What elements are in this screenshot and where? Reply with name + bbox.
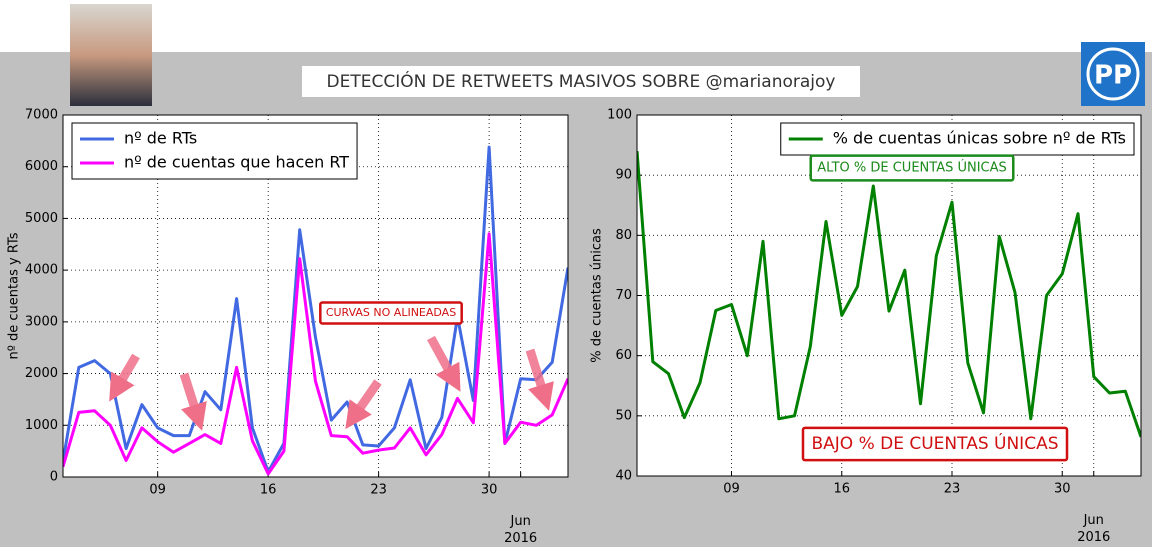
x-tick-label: 23 (944, 482, 961, 497)
plot-frame (62, 114, 569, 478)
annotation: ALTO % DE CUENTAS ÚNICAS (817, 160, 1007, 176)
y-tick-label: 5000 (25, 211, 58, 226)
y-tick-label: 3000 (25, 314, 58, 329)
series-line (63, 232, 568, 476)
y-tick-label: 50 (615, 408, 632, 423)
y-tick-label: 7000 (25, 108, 58, 123)
y-tick-label: 100 (607, 108, 632, 123)
title: DETECCIÓN DE RETWEETS MASIVOS SOBRE @mar… (327, 70, 836, 92)
x-tick-label: 16 (833, 482, 850, 497)
x-tick-label: Jun 2016 (504, 514, 537, 546)
plot-frame (636, 114, 1142, 477)
plots: 0 1000 2000 3000 4000 5000 6000 7000 09 16 23 30 Jun… (7, 108, 1142, 546)
legend-label: nº de RTs (124, 129, 197, 148)
chart: 40 50 60 70 80 90 100 09 16 23 30 Jun 2016 % de cuent… (590, 108, 1142, 545)
y-tick-label: 0 (50, 470, 58, 485)
x-tick-label: 16 (260, 483, 277, 498)
x-tick-label: 23 (370, 483, 387, 498)
y-tick-label: 1000 (25, 418, 58, 433)
arrow (525, 348, 554, 411)
arrow (179, 372, 207, 431)
y-tick-label: 90 (615, 168, 632, 183)
x-tick-label: 30 (481, 483, 498, 498)
arrows (109, 335, 554, 431)
annotation: BAJO % DE CUENTAS ÚNICAS (811, 432, 1058, 454)
y-axis-label: nº de cuentas y RTs (7, 232, 22, 359)
logo (1081, 42, 1145, 106)
series-line (637, 150, 1141, 438)
y-tick-label: 6000 (25, 159, 58, 174)
legend: % de cuentas únicas sobre nº de RTs (780, 122, 1135, 156)
y-tick-label: 4000 (25, 263, 58, 278)
annotation: CURVAS NO ALINEADAS (326, 306, 456, 319)
arrow (109, 353, 140, 402)
photo (70, 4, 152, 106)
logo-ring (1086, 47, 1140, 101)
legend-box (71, 122, 358, 180)
x-tick-label: Jun 2016 (1077, 513, 1110, 545)
y-tick-label: 60 (615, 348, 632, 363)
y-tick-label: 80 (615, 228, 632, 243)
y-axis-label: % de cuentas únicas (590, 228, 605, 363)
x-tick-label: 09 (723, 482, 740, 497)
logo-text: PP (1094, 61, 1132, 91)
chart: 0 1000 2000 3000 4000 5000 6000 7000 09 16 23 30 Jun… (7, 108, 569, 546)
y-tick-label: 2000 (25, 366, 58, 381)
annotation-box (809, 154, 1015, 182)
annotation-box (801, 426, 1069, 462)
legend: nº de RTs nº de cuentas que hacen RT (71, 122, 358, 180)
legend-label: % de cuentas únicas sobre nº de RTs (833, 129, 1126, 148)
y-tick-label: 70 (615, 288, 632, 303)
annotation-box (319, 301, 463, 325)
series-line (63, 145, 568, 474)
legend-label: nº de cuentas que hacen RT (124, 153, 349, 172)
top-band (0, 0, 1152, 52)
arrow (427, 335, 461, 392)
x-tick-label: 30 (1054, 482, 1071, 497)
legend-box (780, 122, 1135, 156)
x-tick-label: 09 (149, 483, 166, 498)
y-tick-label: 40 (615, 469, 632, 484)
title-box (302, 66, 860, 97)
arrow (345, 379, 382, 430)
